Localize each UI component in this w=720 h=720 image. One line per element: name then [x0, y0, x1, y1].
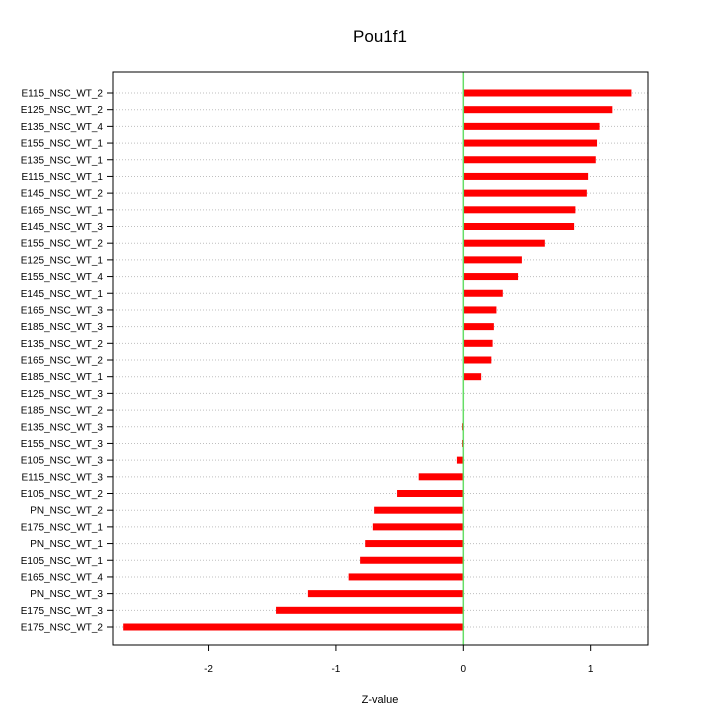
- bar: [463, 223, 575, 230]
- y-tick-label: E115_NSC_WT_3: [21, 472, 103, 483]
- y-tick-labels: E115_NSC_WT_2 E125_NSC_WT_2 E135_NSC_WT_4 E…: [21, 89, 113, 634]
- bar: [374, 506, 464, 514]
- x-tick-label: 1: [588, 664, 594, 675]
- y-tick-label: E125_NSC_WT_3: [21, 389, 104, 400]
- chart-title: Pou1f1: [353, 27, 407, 46]
- bar: [463, 122, 600, 130]
- bar: [463, 356, 492, 364]
- y-tick-label: E125_NSC_WT_1: [21, 255, 104, 266]
- y-tick-label: E185_NSC_WT_2: [21, 406, 104, 417]
- bar: [463, 239, 545, 247]
- y-tick-label: E135_NSC_WT_1: [21, 155, 104, 166]
- bars: [123, 89, 632, 631]
- bar: [463, 306, 497, 314]
- bar: [360, 556, 464, 564]
- bar: [463, 206, 576, 214]
- x-tick-label: -2: [204, 664, 213, 675]
- y-tick-label: E185_NSC_WT_3: [21, 322, 104, 333]
- y-tick-label: E105_NSC_WT_2: [21, 489, 104, 500]
- bar: [463, 289, 503, 297]
- x-axis-title: Z-value: [362, 694, 399, 706]
- bar: [463, 172, 589, 180]
- bar: [418, 473, 464, 481]
- y-tick-label: E165_NSC_WT_3: [21, 305, 104, 316]
- y-tick-label: E155_NSC_WT_1: [21, 139, 104, 150]
- bar: [463, 189, 587, 197]
- bar: [463, 323, 494, 331]
- y-tick-label: E155_NSC_WT_2: [21, 239, 104, 250]
- bar: [276, 606, 464, 614]
- y-tick-label: PN_NSC_WT_3: [30, 589, 103, 600]
- y-tick-label: E175_NSC_WT_2: [21, 623, 104, 634]
- bar: [397, 490, 464, 497]
- y-tick-label: E135_NSC_WT_2: [21, 339, 104, 350]
- y-tick-label: E165_NSC_WT_2: [21, 356, 104, 367]
- y-tick-label: E155_NSC_WT_4: [21, 272, 104, 283]
- bar: [463, 139, 598, 147]
- y-tick-label: E145_NSC_WT_1: [21, 289, 104, 300]
- y-tick-label: E175_NSC_WT_3: [21, 606, 104, 617]
- y-tick-label: E115_NSC_WT_2: [21, 89, 103, 100]
- bar: [463, 89, 632, 97]
- y-tick-label: E145_NSC_WT_2: [21, 189, 104, 200]
- bar: [365, 540, 464, 548]
- plot-frame: [112, 71, 649, 646]
- x-axis: -2 -1 0 1: [204, 645, 594, 675]
- bar: [307, 590, 464, 598]
- y-tick-label: E185_NSC_WT_1: [21, 372, 104, 383]
- y-tick-label: E155_NSC_WT_3: [21, 439, 104, 450]
- y-tick-label: E135_NSC_WT_3: [21, 422, 104, 433]
- y-tick-label: E165_NSC_WT_1: [21, 205, 104, 216]
- y-tick-label: E135_NSC_WT_4: [21, 122, 104, 133]
- bar: [456, 456, 464, 464]
- y-tick-label: E125_NSC_WT_2: [21, 105, 104, 116]
- bar: [463, 156, 596, 164]
- bar: [463, 256, 522, 264]
- y-tick-label: E175_NSC_WT_1: [21, 522, 104, 533]
- y-tick-label: E165_NSC_WT_4: [21, 572, 104, 583]
- y-tick-label: PN_NSC_WT_1: [30, 539, 103, 550]
- bar: [463, 373, 482, 381]
- y-tick-label: E115_NSC_WT_1: [21, 172, 103, 183]
- bar: [463, 106, 613, 114]
- y-tick-label: E105_NSC_WT_3: [21, 456, 104, 467]
- x-tick-label: -1: [331, 664, 340, 675]
- bar: [463, 339, 493, 347]
- bar: [372, 523, 464, 531]
- y-tick-label: PN_NSC_WT_2: [30, 506, 103, 517]
- x-tick-label: 0: [461, 664, 467, 675]
- y-tick-label: E145_NSC_WT_3: [21, 222, 104, 233]
- bar: [123, 623, 464, 631]
- bar: [463, 273, 519, 281]
- bar: [348, 573, 464, 581]
- y-tick-label: E105_NSC_WT_1: [21, 556, 104, 567]
